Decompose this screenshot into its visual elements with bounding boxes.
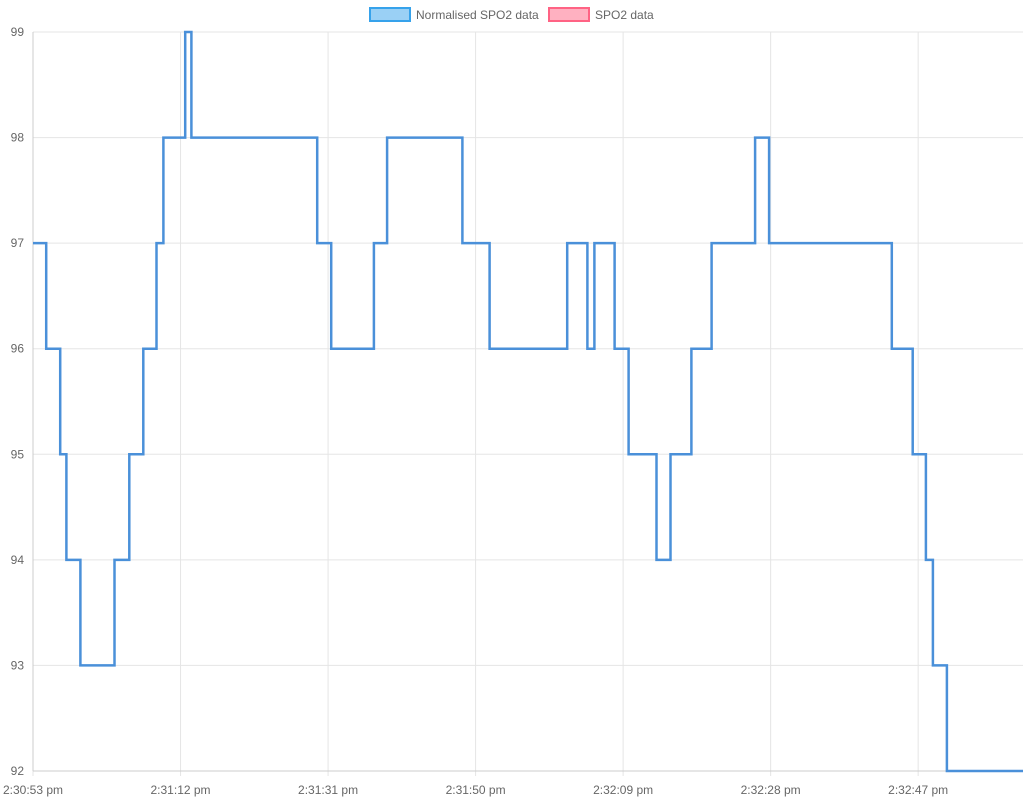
y-tick-label: 92 (11, 764, 25, 778)
legend-label-spo2: SPO2 data (595, 8, 654, 22)
y-tick-label: 96 (11, 342, 25, 356)
x-tick-label: 2:32:28 pm (741, 783, 801, 797)
legend-item-spo2[interactable]: SPO2 data (548, 7, 654, 22)
x-axis-tick-labels: 2:30:53 pm 2:31:12 pm 2:31:31 pm 2:31:50… (3, 783, 948, 797)
x-tick-label: 2:31:31 pm (298, 783, 358, 797)
y-tick-label: 99 (11, 25, 25, 39)
legend-swatch-spo2 (548, 7, 590, 22)
x-tick-label: 2:31:12 pm (151, 783, 211, 797)
legend-swatch-normalised-spo2 (369, 7, 411, 22)
y-tick-label: 98 (11, 131, 25, 145)
y-tick-label: 95 (11, 447, 25, 461)
y-tick-label: 97 (11, 236, 25, 250)
x-tick-label: 2:31:50 pm (446, 783, 506, 797)
chart-axes (32, 32, 1023, 772)
legend-label-normalised-spo2: Normalised SPO2 data (416, 8, 539, 22)
legend-item-normalised-spo2[interactable]: Normalised SPO2 data (369, 7, 539, 22)
y-tick-label: 94 (11, 553, 25, 567)
chart-gridlines (32, 31, 1023, 776)
x-tick-label: 2:30:53 pm (3, 783, 63, 797)
y-axis-tick-labels: 92 93 94 95 96 97 98 99 (11, 25, 25, 778)
series-line (33, 30, 1023, 773)
chart-legend: Normalised SPO2 data SPO2 data (369, 7, 654, 22)
x-tick-label: 2:32:47 pm (888, 783, 948, 797)
y-tick-label: 93 (11, 658, 25, 672)
chart-series (33, 30, 1023, 773)
x-tick-label: 2:32:09 pm (593, 783, 653, 797)
